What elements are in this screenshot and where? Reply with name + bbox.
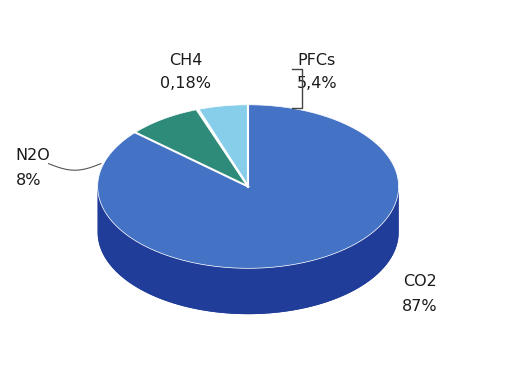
Text: 8%: 8%	[16, 173, 41, 188]
Polygon shape	[197, 109, 248, 187]
Polygon shape	[98, 187, 399, 314]
Text: 0,18%: 0,18%	[160, 76, 212, 91]
Text: PFCs: PFCs	[297, 54, 335, 68]
Text: CH4: CH4	[169, 54, 203, 68]
Polygon shape	[98, 187, 399, 314]
Polygon shape	[198, 105, 248, 187]
Polygon shape	[135, 110, 248, 187]
Text: CO2: CO2	[403, 274, 437, 289]
Polygon shape	[98, 105, 399, 268]
Text: 87%: 87%	[402, 299, 437, 314]
Text: 5,4%: 5,4%	[297, 76, 338, 91]
Text: N2O: N2O	[16, 149, 51, 163]
